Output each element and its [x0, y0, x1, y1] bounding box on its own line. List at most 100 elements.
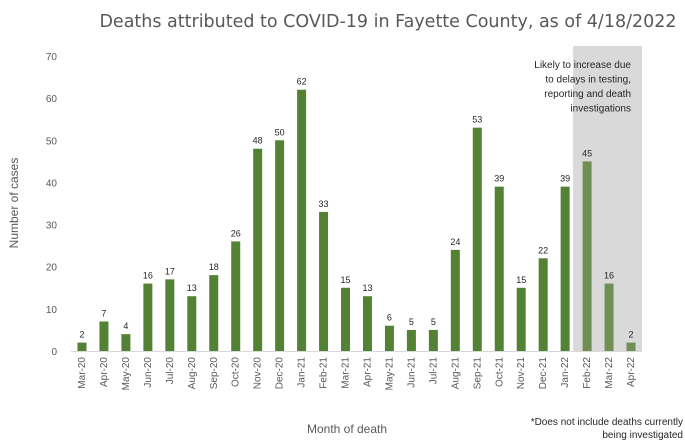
bar-value-label: 62: [297, 77, 307, 87]
x-tick-label: Feb-21: [319, 357, 330, 389]
x-tick-label: Mar-22: [604, 357, 615, 389]
bar: [253, 148, 263, 351]
y-tick-label: 20: [46, 263, 58, 274]
bar: [99, 321, 109, 351]
x-tick-label: Apr-21: [362, 357, 373, 387]
x-tick-label: Jan-21: [297, 357, 308, 388]
bar-value-label: 4: [123, 321, 128, 331]
x-tick-label: Jan-22: [560, 357, 571, 388]
x-tick-label: Dec-21: [538, 357, 549, 390]
x-tick-label: Oct-20: [231, 357, 242, 387]
x-tick-label: Mar-20: [77, 357, 88, 389]
x-tick-label: Aug-21: [450, 357, 461, 390]
annotation-line: investigations: [570, 104, 631, 115]
x-axis-ticks: Mar-20 Apr-20 May-20 Jun-20 Jul-20 Aug-20 Sep-…: [77, 357, 637, 391]
bar: [560, 186, 570, 351]
bar: [362, 296, 372, 351]
x-tick-label: Feb-22: [582, 357, 593, 389]
bar: [494, 186, 504, 351]
bar-value-label: 33: [319, 199, 329, 209]
x-tick-label: Mar-21: [341, 357, 352, 389]
shaded-region-annotation: Likely to increase due to delays in testi…: [534, 60, 631, 115]
bar: [231, 241, 241, 351]
x-tick-label: Aug-20: [187, 357, 198, 390]
x-tick-label: Apr-20: [99, 357, 110, 387]
x-axis-title: Month of death: [307, 422, 387, 436]
x-tick-label: May-21: [384, 357, 395, 391]
bar: [143, 283, 153, 351]
annotation-line: reporting and death: [544, 89, 631, 100]
bar-value-label: 15: [341, 275, 351, 285]
annotation-line: to delays in testing,: [545, 75, 631, 86]
bar: [384, 325, 394, 351]
bar-value-label: 16: [143, 271, 153, 281]
y-axis-ticks: 0 10 20 30 40 50 60 70: [46, 52, 58, 358]
bar-value-label: 7: [101, 309, 106, 319]
bar: [582, 161, 592, 351]
bar-value-label: 5: [409, 317, 414, 327]
bar: [209, 275, 219, 351]
x-tick-label: Jun-20: [143, 357, 154, 388]
x-tick-label: Jul-20: [165, 357, 176, 385]
y-tick-label: 40: [46, 178, 58, 189]
bar-value-label: 2: [629, 330, 634, 340]
y-axis-title: Number of cases: [7, 158, 21, 249]
x-tick-label: Nov-21: [516, 357, 527, 390]
y-tick-label: 10: [46, 305, 58, 316]
bar-value-label: 45: [582, 148, 592, 158]
y-tick-label: 60: [46, 94, 58, 105]
chart-title: Deaths attributed to COVID-19 in Fayette…: [99, 12, 676, 32]
y-tick-label: 70: [46, 52, 58, 63]
bar: [319, 211, 329, 351]
y-tick-label: 50: [46, 136, 58, 147]
x-tick-label: Oct-21: [494, 357, 505, 387]
bar: [406, 329, 416, 351]
bar: [187, 296, 197, 351]
x-tick-label: Apr-22: [626, 357, 637, 387]
bar: [275, 140, 285, 351]
y-tick-label: 30: [46, 221, 58, 232]
bar-value-label: 5: [431, 317, 436, 327]
bar-labels: 2 7 4 16 17 13 18 26 48 50 62 33 15 13 6 5 5 24 53 39 15 22 39…: [79, 77, 633, 340]
x-tick-label: Nov-20: [253, 357, 264, 390]
bar-value-label: 26: [231, 228, 241, 238]
bar: [604, 283, 614, 351]
bar: [538, 258, 548, 351]
bar-value-label: 18: [209, 262, 219, 272]
bar-value-label: 15: [516, 275, 526, 285]
bar-value-label: 48: [253, 136, 263, 146]
bar-value-label: 39: [560, 174, 570, 184]
bar-value-label: 17: [165, 266, 175, 276]
bar-value-label: 39: [494, 174, 504, 184]
bar-value-label: 2: [79, 330, 84, 340]
bar-value-label: 53: [472, 115, 482, 125]
x-tick-label: Jul-21: [428, 357, 439, 385]
footnote-line: *Does not include deaths currently: [531, 417, 683, 428]
bar-value-label: 13: [362, 283, 372, 293]
bar-value-label: 16: [604, 271, 614, 281]
bar: [450, 249, 460, 351]
bar: [516, 287, 526, 351]
bar: [165, 279, 175, 351]
bar: [77, 342, 87, 351]
bar: [341, 287, 351, 351]
bar-value-label: 24: [450, 237, 460, 247]
bar: [121, 334, 131, 351]
bar: [428, 329, 438, 351]
bar-value-label: 22: [538, 245, 548, 255]
y-tick-label: 0: [51, 347, 57, 358]
annotation-line: Likely to increase due: [534, 60, 631, 71]
bar-value-label: 50: [275, 127, 285, 137]
bar: [626, 342, 636, 351]
bar: [297, 89, 307, 351]
x-tick-label: Dec-20: [275, 357, 286, 390]
footnote: *Does not include deaths currently being …: [531, 417, 683, 441]
x-tick-label: May-20: [121, 357, 132, 391]
x-tick-label: Sep-21: [472, 357, 483, 390]
bars: [77, 89, 636, 352]
x-tick-label: Jun-21: [406, 357, 417, 388]
footnote-line: being investigated: [602, 430, 683, 441]
x-tick-label: Sep-20: [209, 357, 220, 390]
bar-value-label: 6: [387, 313, 392, 323]
